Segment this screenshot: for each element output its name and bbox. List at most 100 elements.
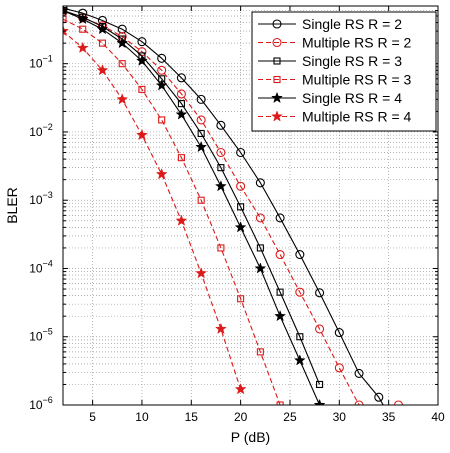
legend-label: Multiple RS R = 4 bbox=[302, 109, 412, 125]
x-tick-label: 30 bbox=[333, 410, 347, 424]
data-point bbox=[177, 154, 185, 162]
data-point bbox=[196, 115, 206, 125]
data-point bbox=[157, 65, 167, 75]
data-point bbox=[117, 24, 127, 34]
data-point bbox=[176, 89, 186, 99]
y-tick-base: 10 bbox=[29, 398, 43, 412]
data-point bbox=[177, 100, 185, 108]
y-tick-exponent: −2 bbox=[43, 122, 53, 132]
series-line bbox=[63, 10, 321, 405]
data-point bbox=[316, 380, 324, 389]
data-point bbox=[354, 400, 364, 405]
data-point bbox=[315, 324, 325, 334]
legend-marker bbox=[273, 75, 281, 84]
data-point bbox=[195, 140, 208, 153]
data-point bbox=[63, 6, 68, 13]
data-point bbox=[274, 309, 287, 322]
legend-marker bbox=[273, 57, 281, 65]
legend-label: Multiple RS R = 2 bbox=[302, 35, 412, 51]
legend-label: Single RS R = 2 bbox=[302, 16, 402, 32]
y-tick-base: 10 bbox=[29, 125, 43, 139]
data-point bbox=[155, 79, 168, 91]
x-tick-label: 15 bbox=[185, 410, 199, 424]
data-point bbox=[96, 64, 109, 76]
data-point bbox=[79, 25, 87, 33]
x-tick-label: 25 bbox=[283, 410, 297, 424]
legend-label: Single RS R = 3 bbox=[302, 53, 402, 69]
data-point bbox=[195, 267, 208, 279]
data-point bbox=[315, 288, 325, 298]
data-point bbox=[155, 168, 168, 180]
series-line bbox=[63, 30, 242, 390]
data-point bbox=[295, 249, 305, 260]
y-tick-base: 10 bbox=[29, 330, 43, 344]
data-point bbox=[276, 288, 284, 296]
legend-marker bbox=[272, 37, 282, 48]
x-tick-label: 35 bbox=[382, 410, 396, 424]
data-point bbox=[255, 213, 265, 223]
y-tick-base: 10 bbox=[29, 193, 43, 207]
data-point bbox=[76, 41, 89, 53]
data-point bbox=[237, 203, 245, 211]
data-point bbox=[276, 401, 284, 405]
y-tick-exponent: −3 bbox=[43, 190, 53, 200]
data-point bbox=[293, 354, 306, 366]
y-tick-exponent: −4 bbox=[43, 258, 53, 268]
data-point bbox=[98, 39, 107, 47]
legend-marker bbox=[272, 19, 282, 29]
data-point bbox=[175, 108, 188, 120]
y-tick-exponent: −5 bbox=[43, 327, 53, 337]
data-point bbox=[256, 244, 264, 252]
legend-marker bbox=[271, 91, 283, 104]
data-point bbox=[216, 147, 226, 158]
data-point bbox=[197, 129, 205, 138]
data-point bbox=[375, 449, 383, 453]
data-point bbox=[175, 214, 188, 226]
legend-marker bbox=[271, 110, 283, 122]
data-point bbox=[275, 249, 285, 260]
legend: Single RS R = 2 Multiple RS R = 2 Single R… bbox=[251, 11, 437, 132]
data-point bbox=[354, 368, 364, 378]
x-tick-label: 20 bbox=[234, 410, 248, 424]
legend-box bbox=[251, 11, 437, 132]
data-point bbox=[176, 73, 186, 83]
series-layer bbox=[63, 6, 404, 453]
data-point bbox=[63, 24, 69, 37]
data-point bbox=[256, 348, 264, 356]
data-point bbox=[116, 93, 129, 105]
data-point bbox=[214, 322, 227, 334]
data-point bbox=[118, 60, 126, 68]
x-tick-label: 40 bbox=[431, 410, 445, 424]
data-point bbox=[395, 428, 403, 436]
data-point bbox=[137, 37, 147, 47]
data-point bbox=[236, 147, 246, 158]
data-point bbox=[295, 287, 305, 297]
y-tick-label: 10−5 bbox=[29, 327, 53, 344]
data-point bbox=[296, 333, 304, 341]
y-axis-label: BLER bbox=[4, 187, 20, 224]
data-point bbox=[275, 213, 285, 223]
data-point bbox=[217, 244, 225, 252]
data-point bbox=[96, 22, 109, 35]
y-tick-label: 10−3 bbox=[29, 190, 53, 207]
data-point bbox=[237, 295, 245, 303]
x-axis-label: P (dB) bbox=[231, 429, 270, 445]
data-point bbox=[236, 181, 246, 191]
data-point bbox=[76, 12, 89, 25]
y-tick-label: 10−6 bbox=[29, 395, 53, 412]
y-tick-exponent: −6 bbox=[43, 395, 53, 405]
legend-label: Single RS R = 4 bbox=[302, 90, 402, 106]
data-point bbox=[217, 164, 225, 172]
data-point bbox=[313, 398, 326, 405]
series-line bbox=[63, 7, 384, 405]
data-point bbox=[63, 15, 67, 23]
x-tick-label: 10 bbox=[135, 410, 149, 424]
y-tick-label: 10−2 bbox=[29, 122, 53, 139]
data-point bbox=[374, 392, 384, 402]
y-tick-label: 10−1 bbox=[29, 54, 53, 71]
data-point bbox=[255, 178, 265, 188]
data-point bbox=[138, 85, 146, 93]
data-point bbox=[136, 54, 148, 66]
data-point bbox=[214, 180, 227, 192]
